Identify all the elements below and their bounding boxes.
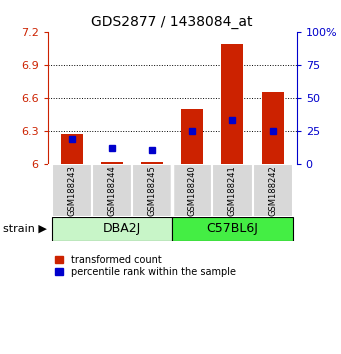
Bar bbox=[141, 162, 163, 164]
Text: DBA2J: DBA2J bbox=[103, 222, 141, 235]
Bar bbox=[252, 164, 293, 217]
Title: GDS2877 / 1438084_at: GDS2877 / 1438084_at bbox=[91, 16, 253, 29]
Bar bbox=[172, 217, 293, 241]
Text: GSM188241: GSM188241 bbox=[228, 165, 237, 216]
Text: GSM188240: GSM188240 bbox=[188, 165, 197, 216]
Bar bbox=[52, 217, 172, 241]
Bar bbox=[262, 92, 284, 164]
Bar bbox=[172, 164, 212, 217]
Bar bbox=[61, 134, 83, 164]
Bar bbox=[132, 164, 172, 217]
Text: GSM188244: GSM188244 bbox=[107, 165, 117, 216]
Text: GSM188243: GSM188243 bbox=[67, 165, 76, 216]
Text: strain ▶: strain ▶ bbox=[3, 224, 47, 234]
Text: GSM188245: GSM188245 bbox=[148, 165, 157, 216]
Bar bbox=[92, 164, 132, 217]
Bar bbox=[221, 44, 243, 164]
Bar bbox=[52, 164, 92, 217]
Bar bbox=[181, 109, 203, 164]
Legend: transformed count, percentile rank within the sample: transformed count, percentile rank withi… bbox=[53, 253, 238, 279]
Text: C57BL6J: C57BL6J bbox=[207, 222, 258, 235]
Bar bbox=[101, 162, 123, 164]
Text: GSM188242: GSM188242 bbox=[268, 165, 277, 216]
Bar bbox=[212, 164, 252, 217]
